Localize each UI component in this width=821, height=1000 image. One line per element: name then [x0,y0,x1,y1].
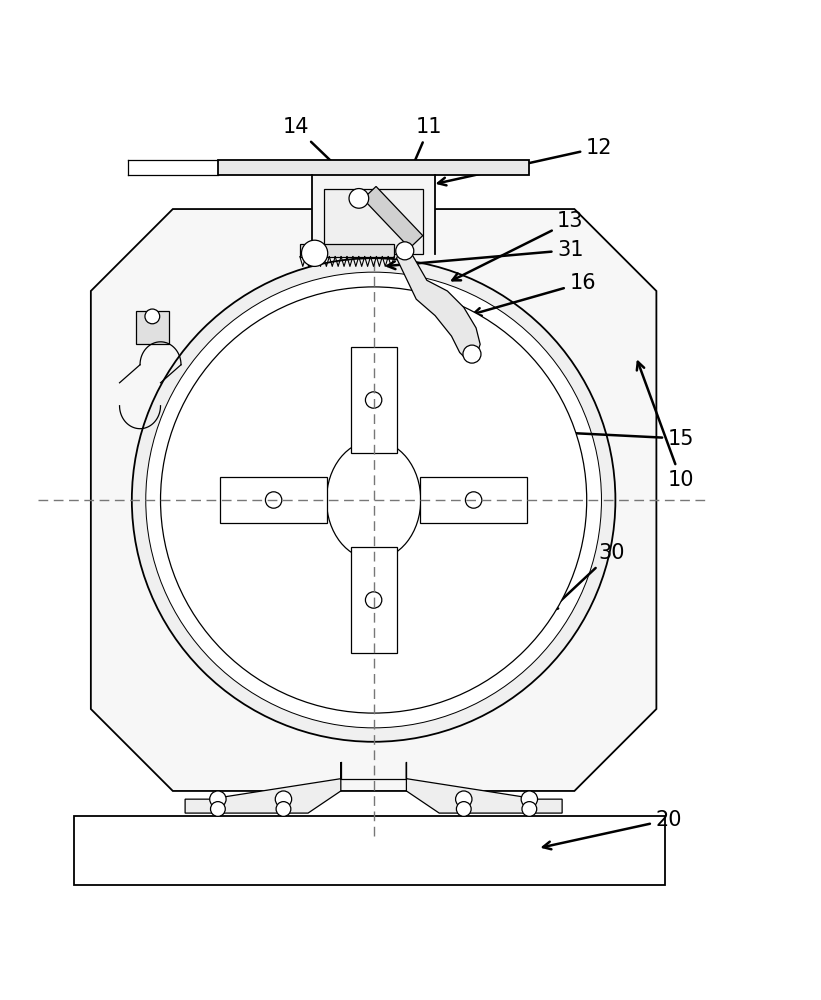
Text: 14: 14 [282,117,357,186]
Circle shape [209,791,226,807]
Polygon shape [397,242,480,361]
Circle shape [265,492,282,508]
Circle shape [522,802,537,816]
Bar [300,244,394,257]
Bar [420,477,527,523]
Circle shape [365,392,382,408]
Polygon shape [91,209,656,791]
Circle shape [210,802,225,816]
Circle shape [275,791,291,807]
Polygon shape [363,186,423,248]
Polygon shape [406,762,562,813]
Text: 15: 15 [523,427,695,449]
Text: 16: 16 [473,273,596,316]
Bar [312,175,435,254]
Circle shape [365,592,382,608]
Text: 30: 30 [550,543,625,611]
Bar [351,547,397,653]
Text: 31: 31 [388,240,584,269]
Text: 13: 13 [452,211,584,280]
Text: 12: 12 [438,138,612,185]
Circle shape [301,240,328,266]
Circle shape [456,802,471,816]
Bar [324,189,423,254]
Circle shape [276,802,291,816]
Text: 11: 11 [396,117,443,204]
Polygon shape [185,762,341,813]
Circle shape [132,258,616,742]
Text: 10: 10 [637,362,695,490]
Bar [218,160,530,175]
Circle shape [456,791,472,807]
Circle shape [161,287,587,713]
Circle shape [521,791,538,807]
Circle shape [145,309,160,324]
Circle shape [463,345,481,363]
Bar [75,816,664,885]
Circle shape [396,242,414,260]
Bar [351,347,397,453]
Bar [220,477,327,523]
Circle shape [349,189,369,208]
Ellipse shape [327,441,420,559]
Text: 20: 20 [543,810,682,849]
Circle shape [146,272,602,728]
Circle shape [466,492,482,508]
Bar [136,311,168,344]
